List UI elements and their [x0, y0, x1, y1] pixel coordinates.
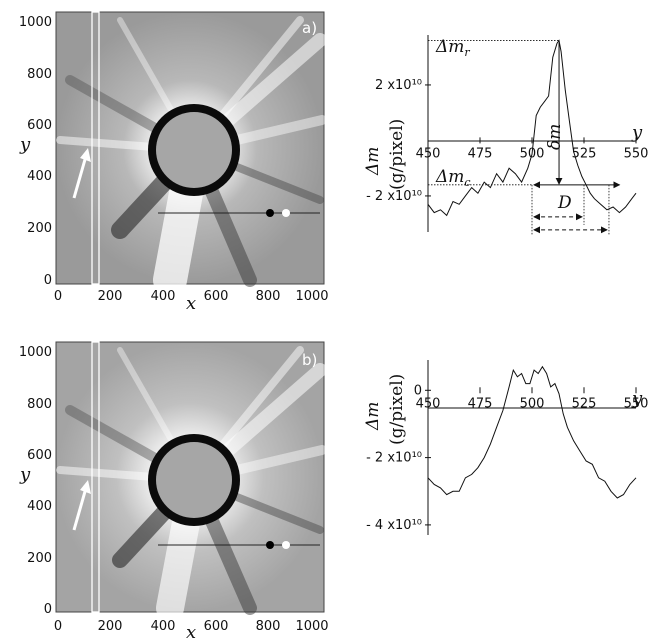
x-tick-label: 525 [572, 146, 597, 161]
x-tick-label: 200 [98, 289, 123, 304]
y-tick-label: - 2 x10¹⁰ [366, 451, 422, 466]
y-tick-label: 800 [27, 397, 52, 412]
y-tick-label: 600 [27, 448, 52, 463]
x-tick-label: 0 [54, 619, 62, 634]
x-tick-label: 800 [256, 289, 281, 304]
y-tick-label: 0 [44, 273, 52, 288]
profile-a-y-label: Δm [363, 147, 383, 176]
dark-spot [266, 541, 274, 549]
dark-spot [266, 209, 274, 217]
profile-cut-stripe [91, 11, 100, 285]
occulter-disk [156, 442, 232, 518]
image-a-y-ticks: 1000 800 600 400 200 0 [19, 15, 52, 288]
x-tick-label: 800 [256, 619, 281, 634]
x-tick-label: 525 [572, 396, 597, 411]
profile-b-y-unit-text: (g/pixel) [387, 374, 407, 445]
y-tick-label: 0 [44, 602, 52, 617]
cme-arrow-icon [72, 487, 88, 531]
y-tick-label: 400 [27, 499, 52, 514]
image-a-x-ticks: 0 200 400 600 800 1000 [54, 289, 329, 304]
y-tick-label: - 2 x10¹⁰ [366, 189, 422, 204]
x-tick-label: 400 [151, 289, 176, 304]
profile-b-y-label: Δm [363, 402, 383, 431]
y-tick-label: 0 [414, 383, 422, 398]
bright-spot [282, 541, 290, 549]
y-tick-label: 600 [27, 118, 52, 133]
x-tick-label: 600 [204, 619, 229, 634]
image-b-y-ticks: 1000 800 600 400 200 0 [19, 345, 52, 617]
occulter-disk [156, 112, 232, 188]
profile-b-y-unit: (g/pixel) [387, 374, 407, 445]
profile-a-y-label-symbol: Δm [363, 147, 383, 176]
delta-m-text: δm [545, 124, 565, 150]
cme-arrow-icon [72, 155, 88, 199]
x-tick-label: 200 [98, 619, 123, 634]
x-tick-label: 500 [520, 396, 545, 411]
profile-a-y-unit-text: (g/pixel) [387, 119, 407, 190]
image-a-y-letter: y [19, 134, 31, 155]
panel-b-image: b) 1000 800 600 400 200 0 y 0 200 400 60… [19, 341, 329, 640]
y-tick-label: 2 x10¹⁰ [375, 78, 422, 93]
x-tick-label: 1000 [295, 619, 328, 634]
dm-c-subscript: c [464, 176, 470, 189]
x-tick-label: 600 [204, 289, 229, 304]
profile-b-x-letter: y [631, 388, 643, 409]
profile-b-y-label-symbol: Δm [363, 402, 383, 431]
profile-b-chart: 450 475 500 525 550 0 - 2 x10¹⁰ - 4 x10¹⁰ y Δm… [363, 360, 648, 535]
profile-b-y-ticks: 0 - 2 x10¹⁰ - 4 x10¹⁰ [366, 383, 431, 533]
y-tick-label: 1000 [19, 15, 52, 30]
dm-r-subscript: r [464, 46, 470, 59]
profile-a-x-ticks: 450 475 500 525 550 [416, 137, 649, 161]
dm-r-label: Δmr [435, 37, 470, 59]
panel-tag-a: a) [302, 19, 317, 37]
y-tick-label: - 4 x10¹⁰ [366, 518, 422, 533]
y-tick-label: 800 [27, 67, 52, 82]
x-tick-label: 1000 [295, 289, 328, 304]
x-tick-label: 475 [468, 146, 493, 161]
dm-c-label: Δmc [435, 167, 471, 189]
dm-c-symbol: Δm [435, 167, 464, 187]
y-tick-label: 400 [27, 169, 52, 184]
y-tick-label: 200 [27, 221, 52, 236]
x-tick-label: 450 [416, 146, 441, 161]
profile-b-x-ticks: 450 475 500 525 550 [416, 387, 649, 411]
x-tick-label: 475 [468, 396, 493, 411]
image-a-x-letter: x [186, 293, 196, 314]
profile-a-y-ticks: 2 x10¹⁰ - 2 x10¹⁰ [366, 78, 431, 204]
x-tick-label: 0 [54, 289, 62, 304]
panel-a-image: a) 1000 800 600 400 200 0 y 0 200 400 60… [19, 11, 329, 314]
profile-a-series-line [427, 39, 637, 217]
x-tick-label: 450 [416, 396, 441, 411]
cme-arrowhead-icon [80, 148, 91, 162]
x-tick-label: 550 [624, 396, 649, 411]
image-b-y-letter: y [19, 464, 31, 485]
bright-spot [282, 209, 290, 217]
x-tick-label: 550 [624, 146, 649, 161]
profile-cut-stripe [91, 341, 100, 613]
image-b-x-letter: x [186, 622, 196, 640]
profile-b-series-line [427, 365, 637, 499]
cme-arrowhead-icon [80, 480, 91, 494]
image-b-x-ticks: 0 200 400 600 800 1000 [54, 619, 329, 634]
y-tick-label: 200 [27, 551, 52, 566]
D-label: D [557, 193, 572, 213]
y-tick-label: 1000 [19, 345, 52, 360]
profile-a-y-unit: (g/pixel) [387, 119, 407, 190]
x-tick-label: 400 [151, 619, 176, 634]
dm-r-symbol: Δm [435, 37, 464, 57]
delta-m-label: δm [545, 124, 565, 150]
profile-a-x-letter: y [631, 122, 643, 143]
panel-tag-b: b) [302, 351, 317, 369]
profile-a-chart: 450 475 500 525 550 2 x10¹⁰- 2 x10¹⁰ y Δm (g… [363, 35, 648, 235]
